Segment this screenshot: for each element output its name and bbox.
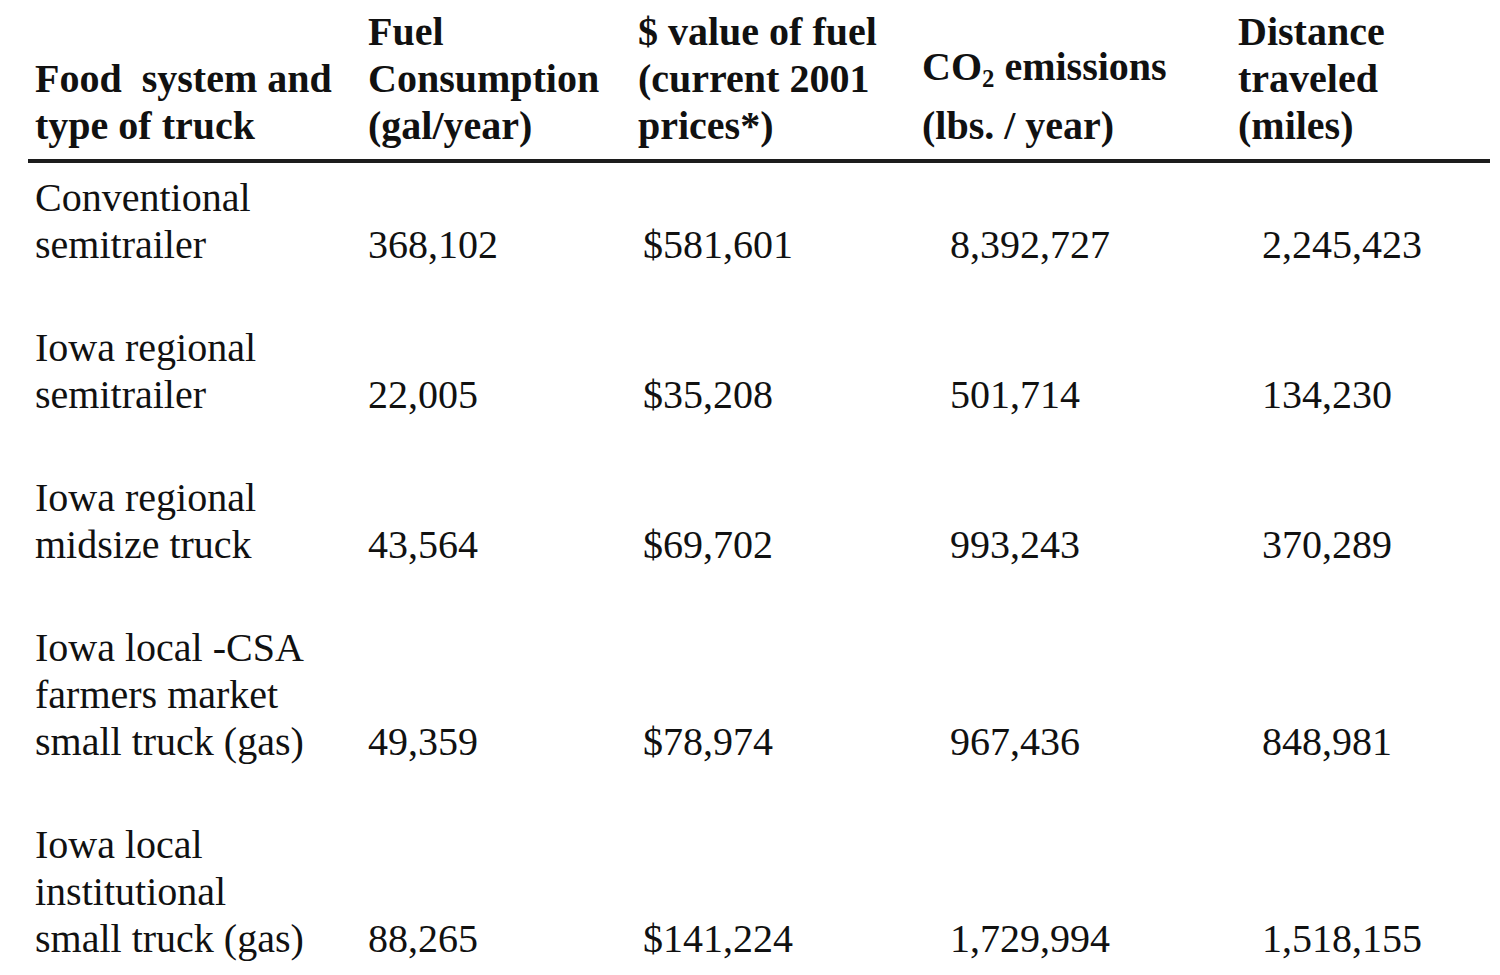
cell-distance: 848,981 <box>1225 568 1490 765</box>
table-row-iowa-local-institutional-small-truck: Iowa local institutional small truck (ga… <box>28 765 1490 962</box>
co2-subscript: 2 <box>982 65 994 92</box>
table-row-iowa-local-csa-small-truck: Iowa local -CSA farmers market small tru… <box>28 568 1490 765</box>
table-row-conventional-semitrailer: Conventional semitrailer 368,102 $581,60… <box>28 161 1490 268</box>
col-header-co2-emissions: CO2 emissions (lbs. / year) <box>915 0 1225 161</box>
col-header-fuel-consumption: Fuel Consumption (gal/year) <box>360 0 630 161</box>
table-row-iowa-regional-semitrailer: Iowa regional semitrailer 22,005 $35,208… <box>28 268 1490 418</box>
cell-distance: 370,289 <box>1225 418 1490 568</box>
cell-food-system: Conventional semitrailer <box>28 161 360 268</box>
table-row-iowa-regional-midsize-truck: Iowa regional midsize truck 43,564 $69,7… <box>28 418 1490 568</box>
cell-distance: 2,245,423 <box>1225 161 1490 268</box>
cell-co2-emissions: 967,436 <box>915 568 1225 765</box>
scanned-table-page: Food system and type of truck Fuel Consu… <box>0 0 1500 975</box>
cell-fuel-value: $141,224 <box>630 765 915 962</box>
cell-co2-emissions: 1,729,994 <box>915 765 1225 962</box>
col-header-food-system: Food system and type of truck <box>28 0 360 161</box>
cell-food-system: Iowa local institutional small truck (ga… <box>28 765 360 962</box>
cell-fuel-consumption: 43,564 <box>360 418 630 568</box>
cell-co2-emissions: 993,243 <box>915 418 1225 568</box>
cell-food-system: Iowa regional midsize truck <box>28 418 360 568</box>
header-row: Food system and type of truck Fuel Consu… <box>28 0 1490 161</box>
cell-fuel-value: $78,974 <box>630 568 915 765</box>
cell-fuel-consumption: 49,359 <box>360 568 630 765</box>
cell-distance: 1,518,155 <box>1225 765 1490 962</box>
cell-distance: 134,230 <box>1225 268 1490 418</box>
cell-fuel-value: $35,208 <box>630 268 915 418</box>
col-header-fuel-value: $ value of fuel (current 2001 prices*) <box>630 0 915 161</box>
cell-fuel-value: $581,601 <box>630 161 915 268</box>
cell-food-system: Iowa regional semitrailer <box>28 268 360 418</box>
cell-fuel-consumption: 88,265 <box>360 765 630 962</box>
cell-co2-emissions: 8,392,727 <box>915 161 1225 268</box>
col-header-distance: Distance traveled (miles) <box>1225 0 1490 161</box>
cell-fuel-value: $69,702 <box>630 418 915 568</box>
cell-co2-emissions: 501,714 <box>915 268 1225 418</box>
cell-food-system: Iowa local -CSA farmers market small tru… <box>28 568 360 765</box>
fuel-emissions-table: Food system and type of truck Fuel Consu… <box>28 0 1490 962</box>
cell-fuel-consumption: 368,102 <box>360 161 630 268</box>
cell-fuel-consumption: 22,005 <box>360 268 630 418</box>
co2-prefix: CO <box>922 44 982 89</box>
